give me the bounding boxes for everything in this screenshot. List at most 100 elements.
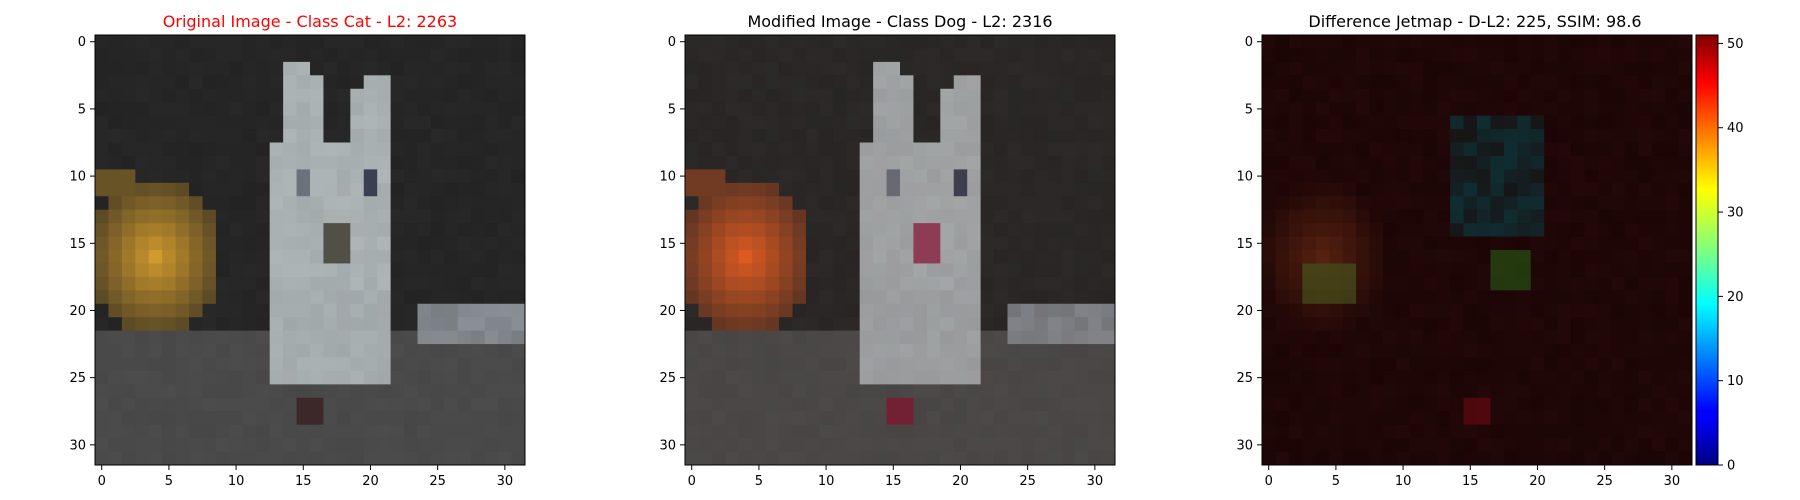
image-cell: [698, 61, 713, 76]
image-cell: [1557, 115, 1572, 130]
image-cell: [336, 290, 351, 305]
image-cell: [1436, 196, 1451, 211]
image-cell: [886, 115, 901, 130]
image-cell: [363, 344, 378, 358]
image-cell: [1571, 223, 1585, 238]
image-cell: [1007, 75, 1022, 90]
image-cell: [832, 115, 847, 130]
image-cell: [471, 290, 486, 305]
image-cell: [1638, 61, 1653, 76]
image-cell: [1544, 344, 1559, 358]
image-cell: [805, 48, 820, 63]
image-cell: [390, 182, 405, 197]
image-cell: [1490, 317, 1505, 332]
image-cell: [738, 102, 753, 117]
image-cell: [511, 344, 526, 358]
image-cell: [738, 303, 753, 318]
image-cell: [1624, 102, 1639, 117]
image-cell: [1088, 411, 1103, 426]
image-cell: [484, 223, 499, 238]
image-cell: [1396, 102, 1411, 117]
image-cell: [1302, 397, 1317, 412]
image-cell: [1047, 290, 1062, 305]
image-cell: [1597, 102, 1612, 117]
image-cell: [1678, 290, 1693, 305]
image-cell: [1275, 330, 1290, 345]
image-cell: [283, 142, 298, 157]
image-cell: [390, 129, 405, 143]
image-cell: [1356, 169, 1370, 184]
image-cell: [994, 142, 1008, 157]
image-cell: [484, 75, 499, 90]
image-cell: [1396, 236, 1411, 251]
image-cell: [1356, 48, 1370, 63]
image-cell: [1463, 438, 1478, 453]
image-cell: [229, 196, 244, 211]
image-cell: [1450, 236, 1465, 251]
image-cell: [417, 330, 432, 345]
image-cell: [1007, 223, 1022, 238]
image-cell: [390, 115, 405, 130]
image-cell: [886, 182, 901, 197]
image-cell: [1315, 424, 1330, 439]
image-cell: [1047, 451, 1062, 466]
image-cell: [1088, 182, 1103, 197]
image-cell: [511, 330, 526, 345]
image-cell: [765, 451, 780, 466]
image-cell: [725, 357, 740, 372]
image-cell: [1557, 61, 1572, 76]
image-cell: [471, 169, 486, 184]
image-cell: [404, 330, 418, 345]
image-cell: [390, 263, 405, 278]
image-cell: [1396, 115, 1411, 130]
image-cell: [1503, 357, 1518, 372]
image-cell: [121, 169, 136, 184]
image-cell: [765, 438, 780, 453]
image-cell: [792, 35, 807, 49]
image-cell: [953, 48, 968, 63]
image-cell: [256, 35, 271, 49]
image-cell: [859, 317, 874, 332]
image-cell: [1530, 451, 1545, 466]
image-cell: [215, 75, 230, 90]
image-cell: [752, 397, 767, 412]
image-cell: [1061, 88, 1076, 103]
image-cell: [1450, 223, 1465, 238]
image-cell: [819, 142, 834, 157]
image-cell: [296, 370, 311, 385]
image-cell: [1342, 223, 1357, 238]
image-cell: [189, 223, 203, 238]
image-cell: [1315, 411, 1330, 426]
image-cell: [1530, 115, 1545, 130]
image-cell: [913, 209, 928, 224]
image-cell: [1477, 35, 1491, 49]
image-cell: [350, 196, 365, 211]
image-cell: [471, 223, 486, 238]
image-cell: [1061, 48, 1076, 63]
image-cell: [967, 236, 982, 251]
image-cell: [1382, 330, 1397, 345]
image-cell: [256, 384, 271, 399]
image-cell: [1101, 155, 1116, 170]
image-cell: [1396, 344, 1411, 358]
image-cell: [1450, 357, 1465, 372]
image-cell: [980, 35, 995, 49]
image-cell: [873, 344, 888, 358]
image-cell: [1463, 276, 1478, 291]
image-cell: [1088, 115, 1103, 130]
image-cell: [1074, 424, 1089, 439]
image-cell: [108, 438, 123, 453]
image-cell: [229, 102, 244, 117]
image-cell: [779, 115, 793, 130]
image-cell: [498, 142, 513, 157]
image-cell: [685, 169, 699, 184]
image-cell: [323, 290, 338, 305]
image-cell: [484, 155, 499, 170]
image-cell: [323, 115, 338, 130]
image-cell: [1061, 223, 1076, 238]
image-cell: [953, 196, 968, 211]
image-cell: [202, 102, 217, 117]
image-cell: [913, 317, 928, 332]
image-cell: [1396, 209, 1411, 224]
image-cell: [511, 35, 526, 49]
